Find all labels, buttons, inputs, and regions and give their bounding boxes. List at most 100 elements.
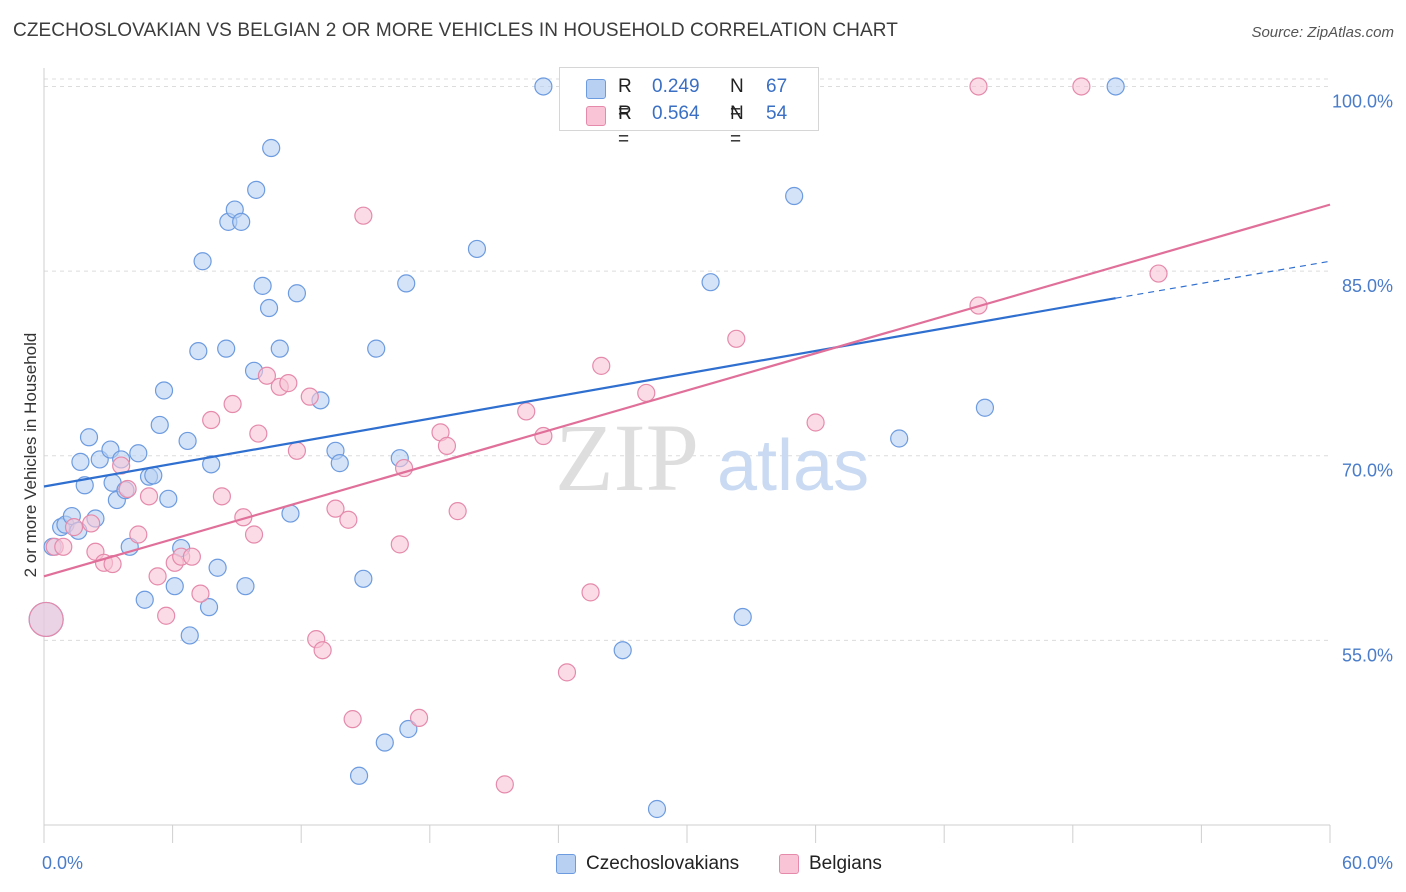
bottom-legend-swatch-belgian <box>779 854 799 874</box>
belgian-point-21 <box>244 525 264 544</box>
czech-point-35 <box>232 212 251 231</box>
czech-point-28 <box>193 252 212 271</box>
bottom-legend-swatch-czech <box>556 854 576 874</box>
belgian-point-41 <box>517 402 536 421</box>
belgian-points <box>28 77 1168 794</box>
belgian-point-32 <box>343 710 362 729</box>
belgian-point-36 <box>409 708 429 728</box>
legend-n-value-czech: 67 <box>766 76 788 97</box>
belgian-point-11 <box>148 567 167 586</box>
belgian-point-53 <box>28 601 64 638</box>
belgian-point-7 <box>112 456 131 475</box>
belgian-point-15 <box>182 547 201 566</box>
watermark-atlas: atlas <box>717 426 869 506</box>
czech-point-19 <box>144 466 163 485</box>
czech-points <box>28 77 1125 819</box>
belgian-point-49 <box>969 77 988 96</box>
czech-point-16 <box>129 444 148 463</box>
legend-n-label: N = <box>730 76 744 123</box>
czech-point-65 <box>1106 77 1125 96</box>
czech-point-63 <box>890 429 909 448</box>
czech-point-31 <box>208 558 227 577</box>
czech-point-38 <box>247 180 266 199</box>
czech-point-32 <box>217 339 236 358</box>
y-axis-label: 2 or more Vehicles in Household <box>21 333 40 578</box>
czech-point-62 <box>785 186 804 206</box>
belgian-point-44 <box>581 583 600 602</box>
correlation-legend: R = 0.249 N = 67 R = 0.564 N = 54 <box>559 67 819 150</box>
czech-point-59 <box>647 799 667 819</box>
belgian-point-25 <box>279 374 298 393</box>
czech-point-48 <box>349 766 369 785</box>
czech-point-21 <box>154 381 174 400</box>
axes <box>43 68 1331 843</box>
belgian-point-34 <box>390 535 409 554</box>
belgian-point-38 <box>437 436 457 455</box>
chart-title: CZECHOSLOVAKIAN VS BELGIAN 2 OR MORE VEH… <box>13 20 898 41</box>
legend-r-value-czech: 0.249 <box>652 76 700 97</box>
czech-point-50 <box>367 339 386 358</box>
legend-r-value-belgian: 0.564 <box>652 103 700 124</box>
belgian-point-23 <box>257 366 277 385</box>
belgian-point-2 <box>64 518 84 537</box>
belgian-trend-line <box>43 203 1331 578</box>
bottom-legend-label-czech: Czechoslovakians <box>586 853 740 874</box>
czech-point-56 <box>534 77 553 96</box>
chart-source: Source: ZipAtlas.com <box>1251 24 1394 41</box>
czech-point-53 <box>397 274 416 293</box>
bottom-legend-label-belgian: Belgians <box>809 853 882 874</box>
belgian-point-22 <box>249 424 268 443</box>
czech-point-36 <box>236 577 255 596</box>
trend-lines <box>43 203 1331 578</box>
y-tick-labels: 55.0% 70.0% 85.0% 100.0% <box>1332 91 1393 665</box>
belgian-point-47 <box>727 329 746 348</box>
belgian-point-48 <box>806 413 825 432</box>
belgian-point-45 <box>592 356 611 375</box>
czech-point-42 <box>270 339 289 358</box>
czech-point-58 <box>613 641 632 660</box>
czech-point-20 <box>150 415 169 435</box>
czech-point-26 <box>180 626 199 645</box>
czech-trend-line <box>43 297 1116 488</box>
legend-r-label: R = <box>618 103 632 150</box>
czech-point-27 <box>189 342 208 361</box>
belgian-point-10 <box>139 487 159 506</box>
belgian-point-30 <box>326 499 345 518</box>
czech-point-23 <box>165 577 184 596</box>
belgian-point-9 <box>129 525 148 544</box>
watermark-zip: ZIP <box>555 404 699 511</box>
belgian-point-8 <box>118 479 137 499</box>
legend-n-value-belgian: 54 <box>766 103 788 124</box>
belgian-point-3 <box>82 514 101 533</box>
belgian-point-52 <box>1149 264 1168 283</box>
belgian-point-39 <box>448 502 467 521</box>
belgian-point-18 <box>212 487 231 506</box>
gridlines <box>44 78 1330 641</box>
belgian-point-40 <box>495 775 514 794</box>
czech-trend-extension <box>1115 260 1331 299</box>
belgian-point-16 <box>191 584 210 603</box>
belgian-point-35 <box>394 458 414 478</box>
czech-point-22 <box>159 489 178 508</box>
czech-point-17 <box>135 590 154 609</box>
czech-point-29 <box>199 598 219 617</box>
czech-point-7 <box>79 428 99 447</box>
legend-swatch-czech <box>586 79 606 99</box>
czech-point-40 <box>259 298 279 318</box>
czech-point-44 <box>287 284 307 303</box>
belgian-point-1 <box>54 537 73 556</box>
legend-swatch-belgian <box>586 106 606 126</box>
y-tick-label-0: 55.0% <box>1342 645 1393 665</box>
belgian-point-19 <box>223 394 242 414</box>
y-tick-label-3: 100.0% <box>1332 91 1393 111</box>
legend-r-label: R = <box>618 76 632 123</box>
belgian-point-17 <box>202 410 221 430</box>
czech-point-51 <box>375 733 394 752</box>
belgian-point-43 <box>557 663 577 682</box>
czech-point-55 <box>467 239 487 259</box>
czech-point-60 <box>701 273 720 292</box>
belgian-point-29 <box>313 641 332 660</box>
czech-point-39 <box>253 276 272 295</box>
belgian-point-26 <box>287 441 307 460</box>
czech-point-5 <box>71 452 90 471</box>
